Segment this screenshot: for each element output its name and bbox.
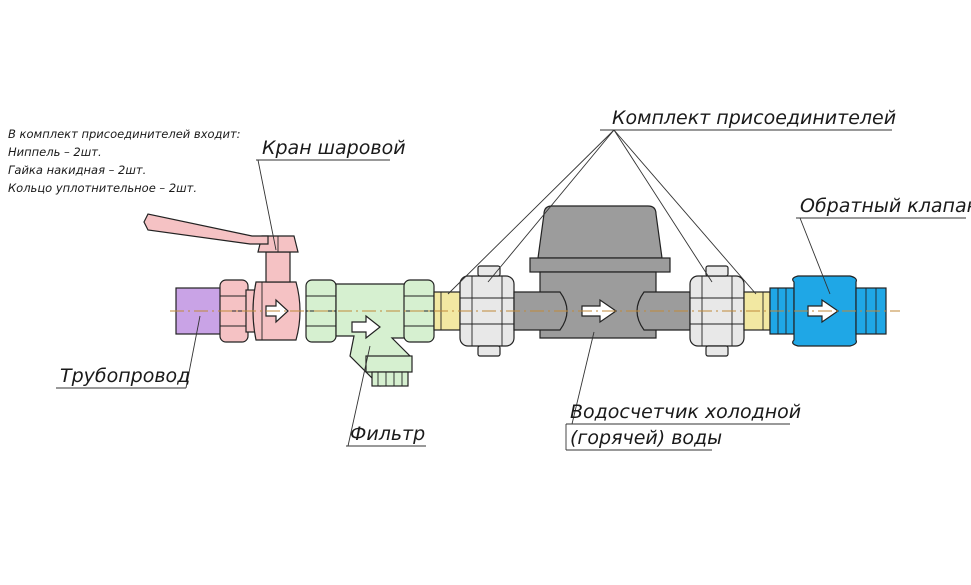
valve-handle[interactable] [143, 213, 269, 245]
leader-lines [56, 129, 966, 451]
flow-arrow-icon [581, 298, 618, 324]
kit-label: Комплект присоединителей [612, 107, 896, 129]
note-line-2: Ниппель – 2шт. [8, 145, 102, 159]
filter-label: Фильтр [350, 423, 425, 445]
meter-label-line1: Водосчетчик холодной [570, 401, 801, 423]
ball-valve [143, 213, 301, 343]
note-line-3: Гайка накидная – 2шт. [8, 163, 146, 177]
note-line-4: Кольцо уплотнительное – 2шт. [8, 181, 197, 195]
water-meter [513, 205, 691, 339]
note-line-1: В комплект присоединителей входит: [8, 127, 241, 141]
filter [305, 279, 435, 387]
check-valve-label: Обратный клапан [800, 195, 971, 217]
nipple-left [433, 291, 461, 331]
meter-label-line2: (горячей) воды [570, 427, 722, 449]
valve-label: Кран шаровой [262, 137, 406, 159]
pipeline-label: Трубопровод [60, 365, 190, 387]
meter-cap [537, 205, 663, 259]
flow-arrow-icon [351, 314, 381, 340]
